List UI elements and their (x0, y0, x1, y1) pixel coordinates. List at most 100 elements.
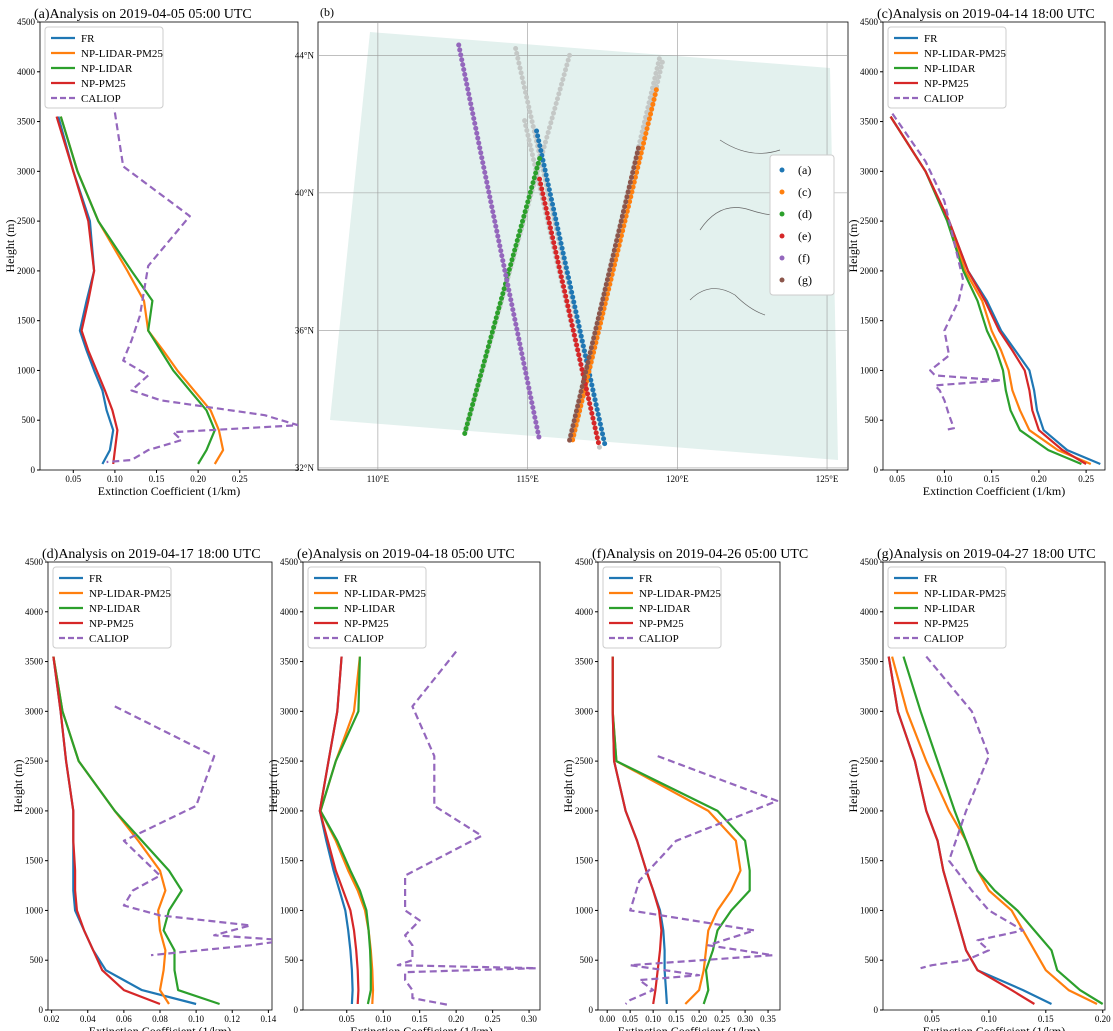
model-profile (611, 656, 751, 1005)
y-tick-label: 2500 (280, 756, 299, 766)
legend-label: CALIOP (81, 93, 121, 105)
x-tick-label: 0.25 (232, 474, 248, 484)
legend-label: NP-PM25 (81, 78, 126, 90)
y-tick-label: 3000 (17, 166, 36, 176)
y-tick-label: 1500 (17, 316, 36, 326)
y-tick-label: 3500 (25, 657, 44, 667)
y-tick-label: 500 (580, 955, 594, 965)
y-tick-label: 1000 (575, 905, 594, 915)
y-tick-label: 1000 (860, 365, 879, 375)
x-tick-label: 0.20 (448, 1014, 464, 1024)
y-tick-label: 0 (874, 465, 879, 475)
legend-swatch (779, 255, 785, 261)
model-profile (52, 656, 220, 1006)
legend-label: NP-LIDAR-PM25 (344, 588, 426, 600)
y-tick-label: 4000 (860, 607, 879, 617)
chart-title: (g)Analysis on 2019-04-27 18:00 UTC (877, 547, 1096, 562)
x-tick-label: 0.00 (599, 1014, 615, 1024)
legend-label: NP-LIDAR-PM25 (81, 48, 163, 60)
chart-title: (d)Analysis on 2019-04-17 18:00 UTC (42, 547, 261, 562)
y-tick-label: 3000 (25, 706, 44, 716)
model-profile (52, 656, 161, 1006)
x-tick-label: 0.15 (668, 1014, 684, 1024)
y-tick-label: 2000 (575, 806, 594, 816)
legend-label: (d) (798, 207, 812, 221)
y-axis-label: Height (m) (11, 760, 25, 813)
x-axis-label: Extinction Coefficient (1/km) (98, 484, 240, 498)
y-tick-label: 1500 (280, 856, 299, 866)
y-tick-label: 4500 (17, 17, 36, 27)
x-tick-label: 0.10 (645, 1014, 661, 1024)
y-axis-label: Height (m) (3, 220, 17, 273)
y-tick-label: 3500 (860, 657, 879, 667)
legend-box (887, 26, 1007, 109)
x-tick-label: 0.06 (116, 1014, 132, 1024)
y-tick-label: 4000 (17, 67, 36, 77)
x-tick-label: 0.25 (1078, 474, 1094, 484)
legend-label: CALIOP (924, 93, 964, 105)
plot-area (611, 656, 779, 1005)
y-tick-label: 3500 (280, 657, 299, 667)
track-segment (567, 145, 641, 443)
y-tick-label: 0 (31, 465, 36, 475)
x-axis-label: Extinction Coefficient (1/km) (923, 484, 1065, 498)
plot-area (318, 22, 848, 470)
legend-label: CALIOP (344, 633, 384, 645)
model-profile (318, 656, 360, 1005)
x-tick-label: 0.15 (412, 1014, 428, 1024)
caliop-profile (624, 755, 779, 1005)
map-title: (b) (320, 5, 334, 19)
y-tick-label: 0 (39, 1005, 44, 1015)
x-tick-label: 0.15 (984, 474, 1000, 484)
legend-box (602, 566, 722, 649)
x-tick-label: 0.20 (190, 474, 206, 484)
y-tick-label: 500 (30, 955, 44, 965)
legend-label: FR (924, 573, 938, 585)
y-axis-label: Height (m) (561, 760, 575, 813)
y-tick-label: 3500 (17, 117, 36, 127)
plot-area (887, 655, 1104, 1005)
lon-tick-label: 110°E (367, 474, 390, 484)
legend-swatch (779, 189, 785, 195)
x-tick-label: 0.02 (44, 1014, 60, 1024)
legend-label: (e) (798, 229, 811, 243)
legend-label: CALIOP (639, 633, 679, 645)
chart-title: (a)Analysis on 2019-04-05 05:00 UTC (34, 7, 252, 22)
legend-label: NP-LIDAR (924, 63, 976, 75)
lon-tick-label: 115°E (516, 474, 539, 484)
y-tick-label: 500 (865, 955, 879, 965)
x-tick-label: 0.30 (521, 1014, 537, 1024)
legend-label: NP-LIDAR-PM25 (89, 588, 171, 600)
lon-tick-label: 120°E (666, 474, 689, 484)
x-tick-label: 0.05 (622, 1014, 638, 1024)
legend-swatch (779, 167, 785, 173)
y-axis-label: Height (m) (266, 760, 280, 813)
y-tick-label: 1000 (860, 905, 879, 915)
legend-swatch (779, 233, 785, 239)
x-tick-label: 0.35 (760, 1014, 776, 1024)
legend-label: (c) (798, 185, 811, 199)
y-tick-label: 4500 (860, 557, 879, 567)
x-tick-label: 0.10 (188, 1014, 204, 1024)
legend-label: NP-PM25 (344, 618, 389, 630)
legend-label: NP-LIDAR (89, 603, 141, 615)
model-profile (319, 656, 372, 1005)
y-tick-label: 3500 (860, 117, 879, 127)
model-profile (902, 656, 1104, 1005)
y-tick-label: 2500 (25, 756, 44, 766)
legend-label: FR (344, 573, 358, 585)
plot-area (52, 656, 272, 1006)
track-segment (456, 42, 543, 443)
caliop-profile (891, 112, 1003, 432)
x-tick-label: 0.20 (691, 1014, 707, 1024)
y-tick-label: 0 (874, 1005, 879, 1015)
legend-label: NP-LIDAR-PM25 (924, 48, 1006, 60)
plot-area (889, 112, 1101, 466)
track-segment (534, 128, 608, 450)
caliop-profile (396, 650, 538, 1007)
track-segment (462, 155, 543, 437)
y-tick-label: 2000 (280, 806, 299, 816)
x-tick-label: 0.25 (485, 1014, 501, 1024)
y-tick-label: 2500 (860, 756, 879, 766)
